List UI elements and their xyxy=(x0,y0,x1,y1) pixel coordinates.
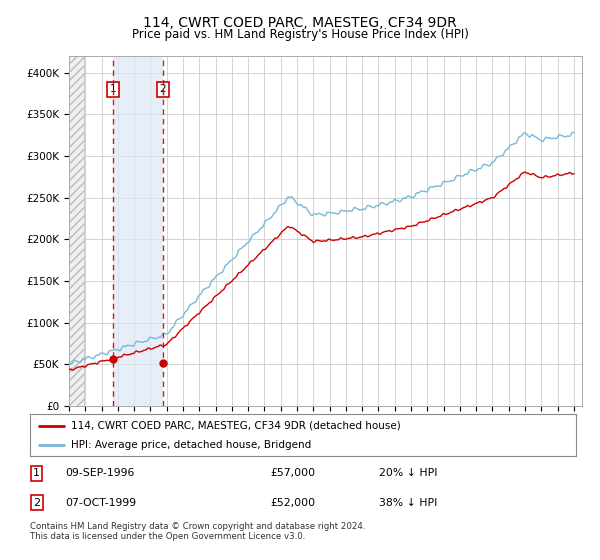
Text: HPI: Average price, detached house, Bridgend: HPI: Average price, detached house, Brid… xyxy=(71,440,311,450)
Text: 20% ↓ HPI: 20% ↓ HPI xyxy=(379,468,438,478)
Text: 114, CWRT COED PARC, MAESTEG, CF34 9DR: 114, CWRT COED PARC, MAESTEG, CF34 9DR xyxy=(143,16,457,30)
Text: Contains HM Land Registry data © Crown copyright and database right 2024.
This d: Contains HM Land Registry data © Crown c… xyxy=(30,522,365,542)
Text: 1: 1 xyxy=(33,468,40,478)
Text: Price paid vs. HM Land Registry's House Price Index (HPI): Price paid vs. HM Land Registry's House … xyxy=(131,28,469,41)
Text: 114, CWRT COED PARC, MAESTEG, CF34 9DR (detached house): 114, CWRT COED PARC, MAESTEG, CF34 9DR (… xyxy=(71,421,401,431)
Text: 2: 2 xyxy=(160,85,166,94)
Text: 09-SEP-1996: 09-SEP-1996 xyxy=(65,468,135,478)
Text: £52,000: £52,000 xyxy=(270,498,316,508)
Text: 38% ↓ HPI: 38% ↓ HPI xyxy=(379,498,438,508)
Bar xyxy=(69,56,83,406)
Text: 1: 1 xyxy=(110,85,116,94)
Text: 2: 2 xyxy=(33,498,40,508)
Text: 07-OCT-1999: 07-OCT-1999 xyxy=(65,498,137,508)
Text: £57,000: £57,000 xyxy=(270,468,316,478)
Bar xyxy=(113,56,163,406)
